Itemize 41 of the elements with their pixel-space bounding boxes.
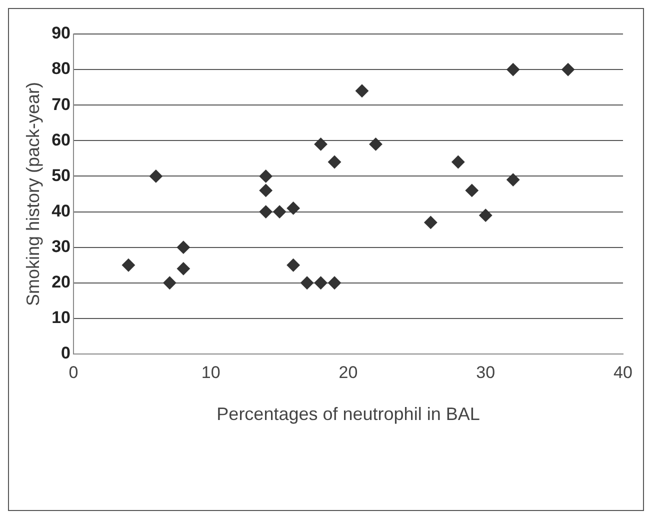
point	[163, 276, 176, 290]
x-tick-label: 20	[338, 362, 358, 382]
point	[176, 262, 190, 276]
x-tick-label: 40	[614, 362, 632, 382]
y-tick-label: 30	[52, 237, 71, 256]
y-tick-label: 50	[52, 166, 71, 185]
point	[259, 205, 272, 218]
y-tick-label: 10	[52, 308, 71, 328]
point	[176, 240, 190, 254]
point	[300, 276, 314, 290]
point	[506, 63, 520, 76]
point	[149, 170, 162, 183]
point	[369, 138, 382, 151]
y-tick-label: 90	[52, 24, 71, 43]
y-tick-label: 40	[52, 201, 71, 220]
x-tick-label: 10	[201, 362, 220, 382]
y-tick-label: 20	[52, 272, 71, 292]
point	[424, 216, 438, 229]
point	[328, 156, 342, 168]
x-axis-title: Percentages of neutrophil in BAL	[216, 404, 480, 424]
point	[452, 156, 465, 168]
y-axis-title: Smoking history (pack-year)	[22, 82, 43, 306]
point	[562, 63, 575, 76]
point	[286, 258, 300, 272]
point	[506, 173, 520, 186]
y-tick-label: 80	[52, 59, 71, 78]
y-tick-label: 0	[61, 344, 71, 363]
x-tick-label: 30	[476, 362, 496, 382]
point	[314, 276, 328, 290]
point	[259, 184, 272, 197]
point	[355, 84, 368, 98]
point	[314, 138, 328, 151]
y-tick-label: 70	[52, 94, 71, 114]
point	[273, 205, 286, 218]
point	[479, 208, 492, 222]
point	[286, 202, 300, 215]
point	[122, 258, 135, 272]
point	[465, 184, 478, 197]
point	[259, 170, 272, 183]
y-tick-label: 60	[52, 130, 71, 150]
point	[328, 276, 342, 290]
